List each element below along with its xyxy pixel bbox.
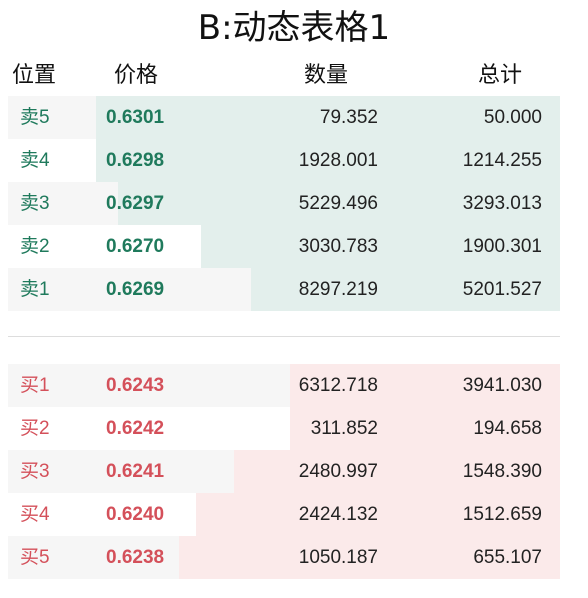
sell-order-row[interactable]: 卖5 0.6301 79.352 50.000: [8, 96, 560, 139]
order-quantity: 6312.718: [298, 375, 378, 396]
order-total: 194.658: [473, 418, 542, 439]
order-price: 0.6241: [106, 461, 165, 482]
order-price: 0.6238: [106, 547, 165, 568]
table-header: 位置 价格 数量 总计: [0, 58, 588, 94]
sell-order-row[interactable]: 卖1 0.6269 8297.219 5201.527: [8, 268, 560, 311]
depth-bar: [250, 268, 560, 311]
depth-bar: [289, 407, 560, 450]
buy-order-row[interactable]: 买3 0.6241 2480.997 1548.390: [8, 450, 560, 493]
order-price: 0.6242: [106, 418, 165, 439]
order-quantity: 311.852: [310, 418, 378, 439]
order-quantity: 2424.132: [298, 504, 378, 525]
order-quantity: 2480.997: [298, 461, 378, 482]
order-total: 1214.255: [462, 150, 542, 171]
order-price: 0.6243: [106, 375, 165, 396]
order-total: 1548.390: [462, 461, 542, 482]
page-title: B:动态表格1: [197, 8, 391, 48]
buy-order-row[interactable]: 买5 0.6238 1050.187 655.107: [8, 536, 560, 579]
order-total: 3293.013: [462, 193, 542, 214]
order-position: 卖4: [20, 150, 50, 171]
order-position: 卖3: [20, 193, 50, 214]
order-position: 买5: [20, 547, 50, 568]
order-total: 1900.301: [462, 236, 542, 257]
order-price: 0.6270: [106, 236, 165, 257]
order-position: 买1: [20, 375, 50, 396]
order-position: 卖5: [20, 107, 50, 128]
sell-order-row[interactable]: 卖2 0.6270 3030.783 1900.301: [8, 225, 560, 268]
depth-bar: [179, 536, 560, 579]
order-quantity: 1050.187: [298, 547, 378, 568]
order-price: 0.6297: [106, 193, 165, 214]
order-position: 买4: [20, 504, 50, 525]
depth-bar: [96, 139, 560, 182]
buy-order-row[interactable]: 买2 0.6242 311.852 194.658: [8, 407, 560, 450]
depth-bar: [201, 225, 560, 268]
order-total: 5201.527: [462, 279, 542, 300]
depth-bar: [289, 364, 560, 407]
order-position: 买2: [20, 418, 50, 439]
depth-bar: [96, 96, 560, 139]
buy-order-row[interactable]: 买4 0.6240 2424.132 1512.659: [8, 493, 560, 536]
order-quantity: 8297.219: [298, 279, 378, 300]
book-divider: [8, 336, 560, 337]
order-total: 655.107: [473, 547, 542, 568]
order-price: 0.6269: [106, 279, 165, 300]
order-total: 50.000: [483, 107, 542, 128]
order-position: 卖2: [20, 236, 50, 257]
depth-bar: [118, 182, 560, 225]
header-price: 价格: [114, 63, 159, 88]
order-position: 卖1: [20, 279, 50, 300]
order-total: 3941.030: [462, 375, 542, 396]
order-quantity: 3030.783: [298, 236, 378, 257]
header-quantity: 数量: [304, 63, 349, 88]
order-price: 0.6240: [106, 504, 165, 525]
header-total: 总计: [478, 63, 523, 88]
depth-bar: [195, 493, 560, 536]
order-total: 1512.659: [462, 504, 542, 525]
depth-bar: [234, 450, 560, 493]
order-price: 0.6301: [106, 107, 165, 128]
buy-order-row[interactable]: 买1 0.6243 6312.718 3941.030: [8, 364, 560, 407]
sell-order-row[interactable]: 卖3 0.6297 5229.496 3293.013: [8, 182, 560, 225]
order-position: 买3: [20, 461, 50, 482]
order-price: 0.6298: [106, 150, 165, 171]
order-quantity: 5229.496: [298, 193, 378, 214]
order-quantity: 79.352: [319, 107, 378, 128]
sell-order-row[interactable]: 卖4 0.6298 1928.001 1214.255: [8, 139, 560, 182]
header-position: 位置: [12, 63, 57, 88]
order-quantity: 1928.001: [298, 150, 378, 171]
